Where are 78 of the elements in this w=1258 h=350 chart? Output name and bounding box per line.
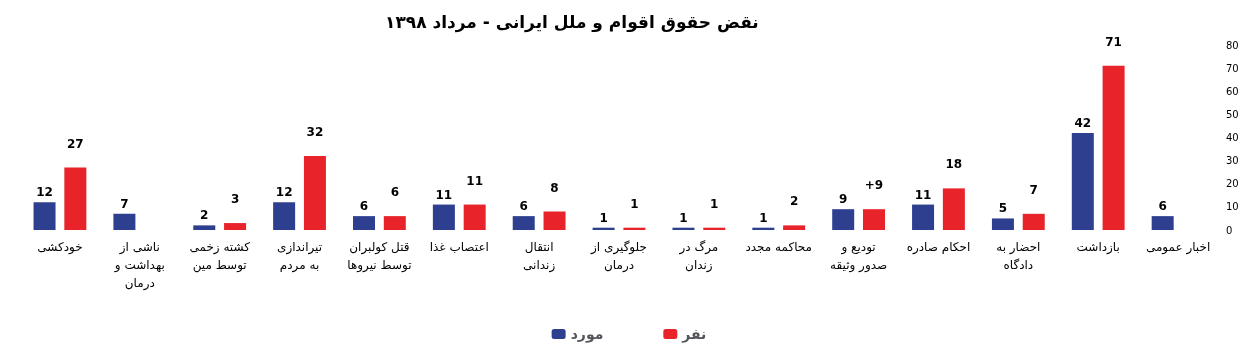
y-tick-label: 80 xyxy=(1226,39,1239,51)
x-tick-label: محاکمه مجدد xyxy=(745,240,813,254)
legend-label: نفر xyxy=(681,326,707,343)
data-label: +9 xyxy=(864,178,884,193)
x-tick-label: تیراندازی به مردم xyxy=(276,240,323,273)
data-label: 12 xyxy=(36,185,53,200)
data-label: 8 xyxy=(550,180,559,195)
bar xyxy=(113,213,136,230)
y-tick-label: 40 xyxy=(1226,132,1239,143)
bar xyxy=(353,216,375,230)
y-tick-label: 50 xyxy=(1226,108,1239,120)
bar xyxy=(1151,216,1174,230)
data-label: 3 xyxy=(230,192,240,207)
legend-label: مورد xyxy=(570,326,604,343)
x-tick-label: قتل کولبران توسط نیروها xyxy=(347,240,412,273)
data-label: 27 xyxy=(66,136,84,151)
y-tick-label: 0 xyxy=(1226,224,1233,236)
data-label: 18 xyxy=(945,157,963,172)
data-label: 7 xyxy=(1029,182,1038,197)
data-label: 1 xyxy=(759,210,768,225)
data-label: 71 xyxy=(1105,34,1122,49)
bar xyxy=(912,204,935,230)
x-tick-label: مرگ در زندان xyxy=(678,240,719,273)
data-label: 11 xyxy=(435,187,453,202)
bar xyxy=(1022,213,1045,230)
bar xyxy=(783,225,806,230)
data-label: 11 xyxy=(466,173,484,188)
bar xyxy=(224,223,247,230)
data-label: 1 xyxy=(630,196,639,211)
chart-title: نقض حقوق اقوام و ملل ایرانی - مرداد ۱۳۹۸ xyxy=(385,11,759,33)
bar xyxy=(863,209,885,230)
data-label: 2 xyxy=(789,194,799,209)
y-tick-label: 20 xyxy=(1226,178,1239,190)
data-label: 12 xyxy=(275,185,293,200)
x-tick-label: بازداشت xyxy=(1076,240,1120,255)
bar xyxy=(303,156,326,230)
data-label: 6 xyxy=(390,185,399,200)
bar xyxy=(383,216,406,230)
data-label: 6 xyxy=(359,199,369,214)
data-label: 7 xyxy=(120,196,129,211)
bar xyxy=(942,188,965,230)
x-tick-label: خودکشی xyxy=(37,240,83,255)
bar xyxy=(463,204,486,230)
x-tick-label: کشته زخمی توسط مین xyxy=(189,240,251,273)
data-label: 11 xyxy=(914,187,932,202)
data-label: 6 xyxy=(1158,199,1167,214)
x-tick-label: اخبار عمومی xyxy=(1145,240,1211,255)
data-label: 42 xyxy=(1074,115,1092,130)
data-label: 1 xyxy=(710,196,719,211)
bar xyxy=(1071,132,1094,230)
y-tick-label: 30 xyxy=(1226,155,1239,167)
x-tick-label: توديع و صدور وثیقه xyxy=(830,240,888,273)
bar xyxy=(543,211,566,230)
bar xyxy=(273,202,296,230)
bar xyxy=(832,209,855,230)
data-label: 32 xyxy=(306,125,324,139)
y-tick-label: 60 xyxy=(1226,85,1239,97)
y-tick-label: 10 xyxy=(1226,201,1239,213)
x-tick-label: احکام صادره xyxy=(906,240,971,255)
bar xyxy=(1102,65,1125,230)
x-tick-label: اعتصاب غذا xyxy=(429,240,489,254)
data-label: 1 xyxy=(679,210,688,225)
bar xyxy=(33,202,56,230)
bar xyxy=(193,225,216,230)
bar xyxy=(991,218,1014,230)
x-tick-label: احضار به دادگاه xyxy=(996,240,1041,272)
data-label: 6 xyxy=(519,199,528,214)
x-tick-label: انتقال زندانی xyxy=(523,240,556,273)
data-label: 2 xyxy=(200,208,209,223)
x-tick-label: ناشی از بهداشت و درمان xyxy=(113,240,165,291)
data-label: 5 xyxy=(998,201,1008,216)
data-label: 1 xyxy=(599,210,608,225)
x-tick-label: جلوگیری از درمان xyxy=(590,240,647,273)
data-label: 9 xyxy=(839,192,848,207)
y-tick-label: 70 xyxy=(1226,62,1239,74)
bar xyxy=(64,167,87,230)
bar xyxy=(432,204,455,230)
bar xyxy=(512,216,535,230)
